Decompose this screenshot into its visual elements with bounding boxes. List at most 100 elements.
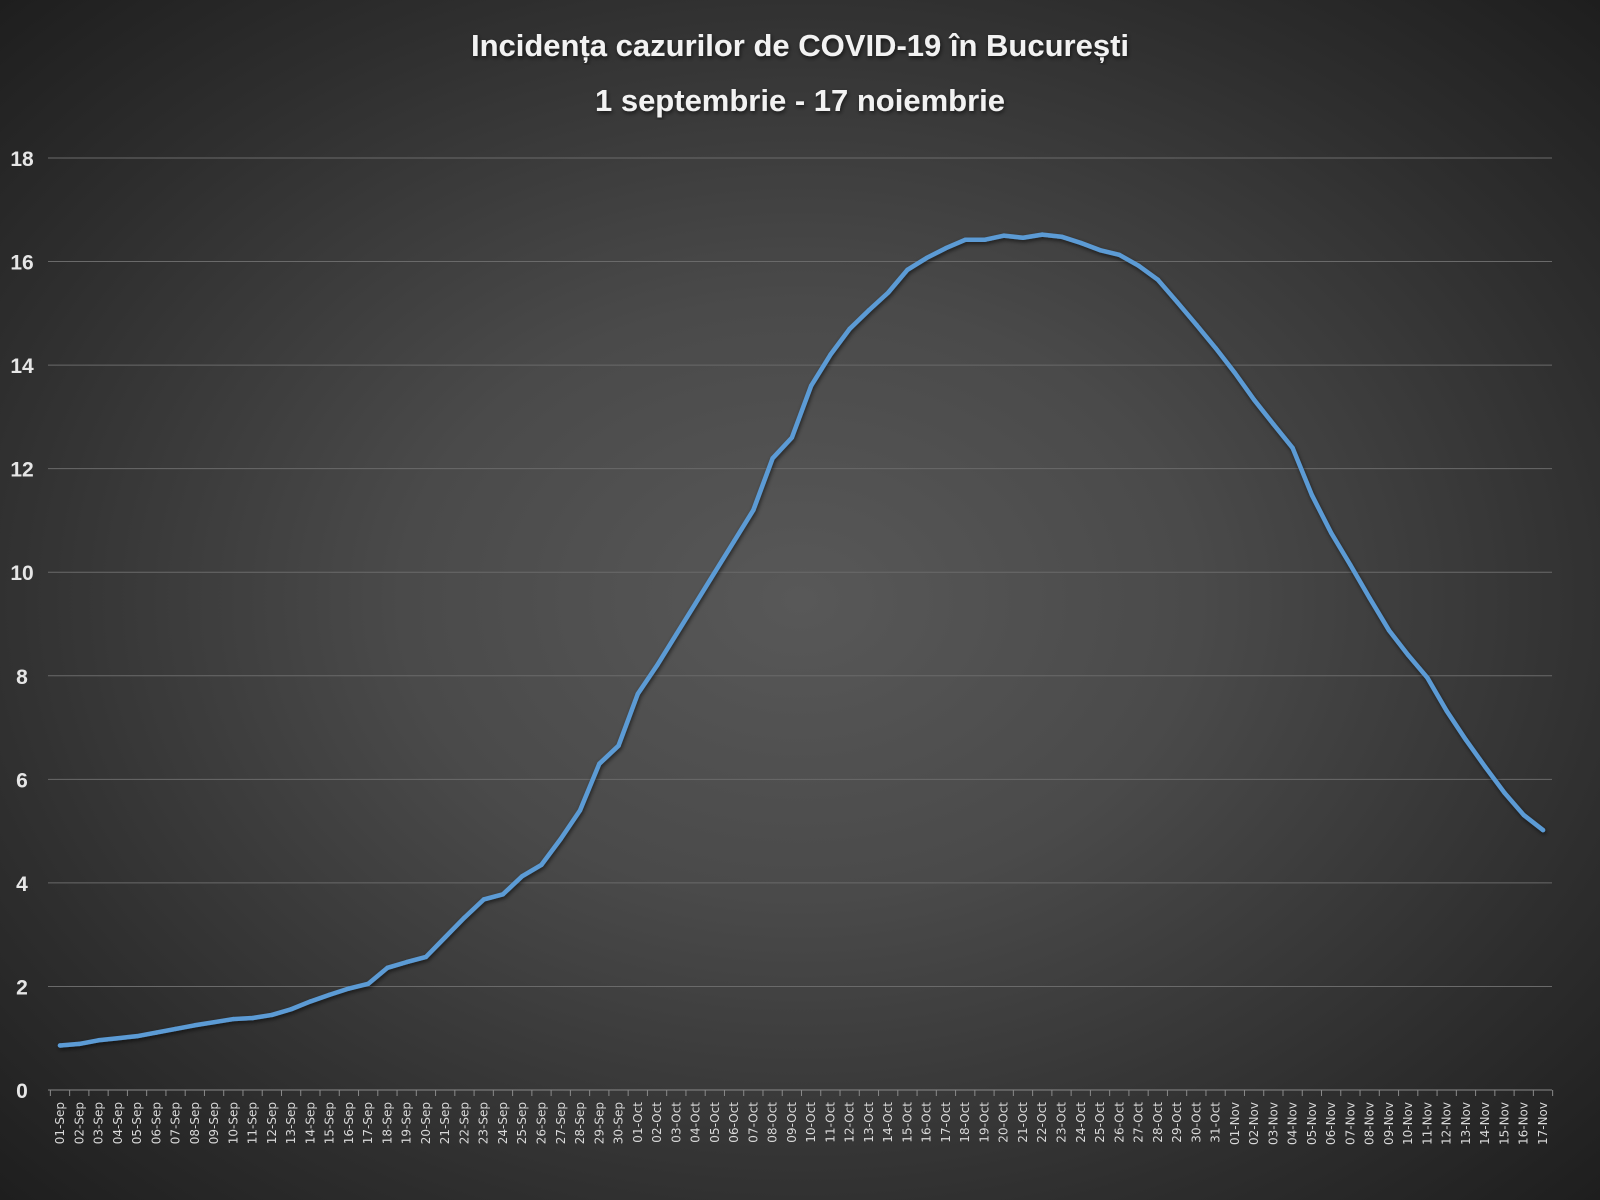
- x-tick-label: 16-Sep: [342, 1102, 356, 1144]
- x-tick-label: 09-Sep: [207, 1102, 221, 1144]
- x-tick-label: 11-Oct: [823, 1102, 837, 1143]
- data-point: [57, 1043, 63, 1048]
- x-tick-label: 28-Sep: [573, 1102, 587, 1144]
- data-point: [231, 1016, 236, 1022]
- x-tick-label: 20-Sep: [419, 1102, 433, 1144]
- data-point: [192, 1023, 198, 1028]
- data-point: [1213, 345, 1218, 351]
- x-tick-label: 08-Sep: [188, 1102, 202, 1144]
- data-point: [1405, 652, 1411, 658]
- x-tick-label: 04-Sep: [111, 1102, 125, 1144]
- data-point: [327, 992, 332, 997]
- series-line: [57, 232, 1546, 1048]
- data-point: [1020, 235, 1026, 240]
- data-point: [1155, 277, 1161, 282]
- data-point: [1040, 232, 1045, 237]
- x-tick-label: 03-Sep: [92, 1102, 106, 1144]
- y-tick-label: 14: [10, 355, 34, 378]
- data-point: [211, 1019, 217, 1025]
- x-tick-label: 04-Oct: [689, 1102, 703, 1143]
- data-point: [404, 959, 409, 965]
- data-point: [866, 308, 872, 313]
- x-tick-label: 18-Oct: [958, 1102, 972, 1143]
- x-tick-label: 11-Sep: [246, 1102, 260, 1144]
- x-tick-label: 01-Nov: [1228, 1102, 1242, 1145]
- x-tick-label: 16-Oct: [920, 1102, 934, 1143]
- data-point: [1271, 421, 1276, 427]
- x-tick-label: 09-Oct: [785, 1102, 799, 1143]
- data-point: [1502, 790, 1507, 795]
- x-tick-label: 06-Oct: [727, 1102, 741, 1143]
- data-point: [1367, 595, 1372, 601]
- data-point: [885, 290, 891, 295]
- x-tick-label: 05-Sep: [130, 1102, 144, 1144]
- x-tick-label: 25-Oct: [1093, 1102, 1107, 1143]
- data-point: [1232, 370, 1238, 376]
- x-tick-label: 31-Oct: [1209, 1102, 1223, 1143]
- data-point: [1348, 562, 1353, 568]
- data-point: [731, 538, 737, 544]
- data-point: [616, 743, 621, 748]
- data-point: [462, 915, 467, 920]
- x-tick-label: 14-Oct: [881, 1102, 895, 1143]
- data-point: [1521, 812, 1526, 818]
- data-point: [500, 892, 506, 897]
- data-point: [1386, 628, 1392, 633]
- data-point: [308, 999, 313, 1004]
- x-tick-label: 04-Nov: [1286, 1102, 1300, 1145]
- x-tick-label: 23-Sep: [477, 1102, 491, 1144]
- data-point: [269, 1012, 275, 1018]
- data-point: [288, 1007, 294, 1012]
- data-point: [1117, 252, 1122, 258]
- x-tick-label: 10-Nov: [1401, 1102, 1415, 1145]
- data-point: [1174, 299, 1180, 305]
- data-point: [154, 1030, 159, 1035]
- data-point: [1540, 827, 1546, 833]
- x-tick-label: 18-Sep: [380, 1102, 394, 1144]
- x-tick-label: 15-Sep: [323, 1102, 337, 1144]
- data-point: [481, 897, 486, 902]
- y-tick-label: 16: [10, 252, 33, 275]
- x-tick-label: 21-Sep: [438, 1102, 452, 1144]
- gridlines: [48, 157, 1552, 1091]
- x-tick-label: 24-Oct: [1074, 1102, 1088, 1143]
- x-tick-label: 05-Nov: [1305, 1102, 1319, 1145]
- x-tick-label: 02-Sep: [72, 1102, 86, 1144]
- x-tick-label: 14-Sep: [303, 1102, 317, 1144]
- x-tick-label: 07-Oct: [746, 1102, 760, 1143]
- x-tick-label: 13-Sep: [284, 1102, 298, 1144]
- x-tick-label: 11-Nov: [1420, 1102, 1434, 1145]
- x-tick-label: 26-Sep: [534, 1102, 548, 1144]
- data-point: [115, 1036, 120, 1041]
- x-tick-label: 13-Nov: [1459, 1102, 1473, 1145]
- x-tick-label: 19-Oct: [977, 1102, 991, 1143]
- data-line: [57, 232, 1546, 1048]
- data-point: [1309, 492, 1315, 498]
- x-tick-label: 14-Nov: [1478, 1102, 1492, 1145]
- y-tick-label: 8: [16, 666, 28, 689]
- x-tick-label: 07-Nov: [1343, 1102, 1357, 1145]
- x-tick-label: 26-Oct: [1112, 1102, 1126, 1143]
- data-point: [847, 326, 852, 332]
- data-point: [1136, 263, 1141, 268]
- data-point: [1194, 322, 1199, 327]
- y-tick-label: 18: [10, 148, 34, 171]
- data-point: [539, 862, 544, 867]
- x-tick-label: 03-Nov: [1266, 1102, 1280, 1145]
- x-tick-label: 07-Sep: [169, 1102, 183, 1144]
- x-tick-label: 27-Sep: [554, 1102, 568, 1144]
- data-point: [751, 507, 756, 513]
- data-point: [96, 1038, 101, 1043]
- data-point: [597, 761, 602, 766]
- data-point: [1290, 445, 1295, 451]
- x-tick-label: 30-Oct: [1189, 1102, 1203, 1143]
- x-tick-label: 10-Oct: [804, 1102, 818, 1143]
- data-point: [1097, 247, 1103, 253]
- data-point: [250, 1015, 255, 1021]
- x-tick-label: 23-Oct: [1055, 1102, 1069, 1143]
- data-point: [134, 1033, 140, 1039]
- x-tick-label: 10-Sep: [226, 1102, 240, 1144]
- data-point: [1078, 240, 1083, 246]
- x-tick-label: 15-Oct: [900, 1102, 914, 1143]
- y-axis: 0 2 4 6 8 10 12 14 16 18: [10, 148, 34, 1103]
